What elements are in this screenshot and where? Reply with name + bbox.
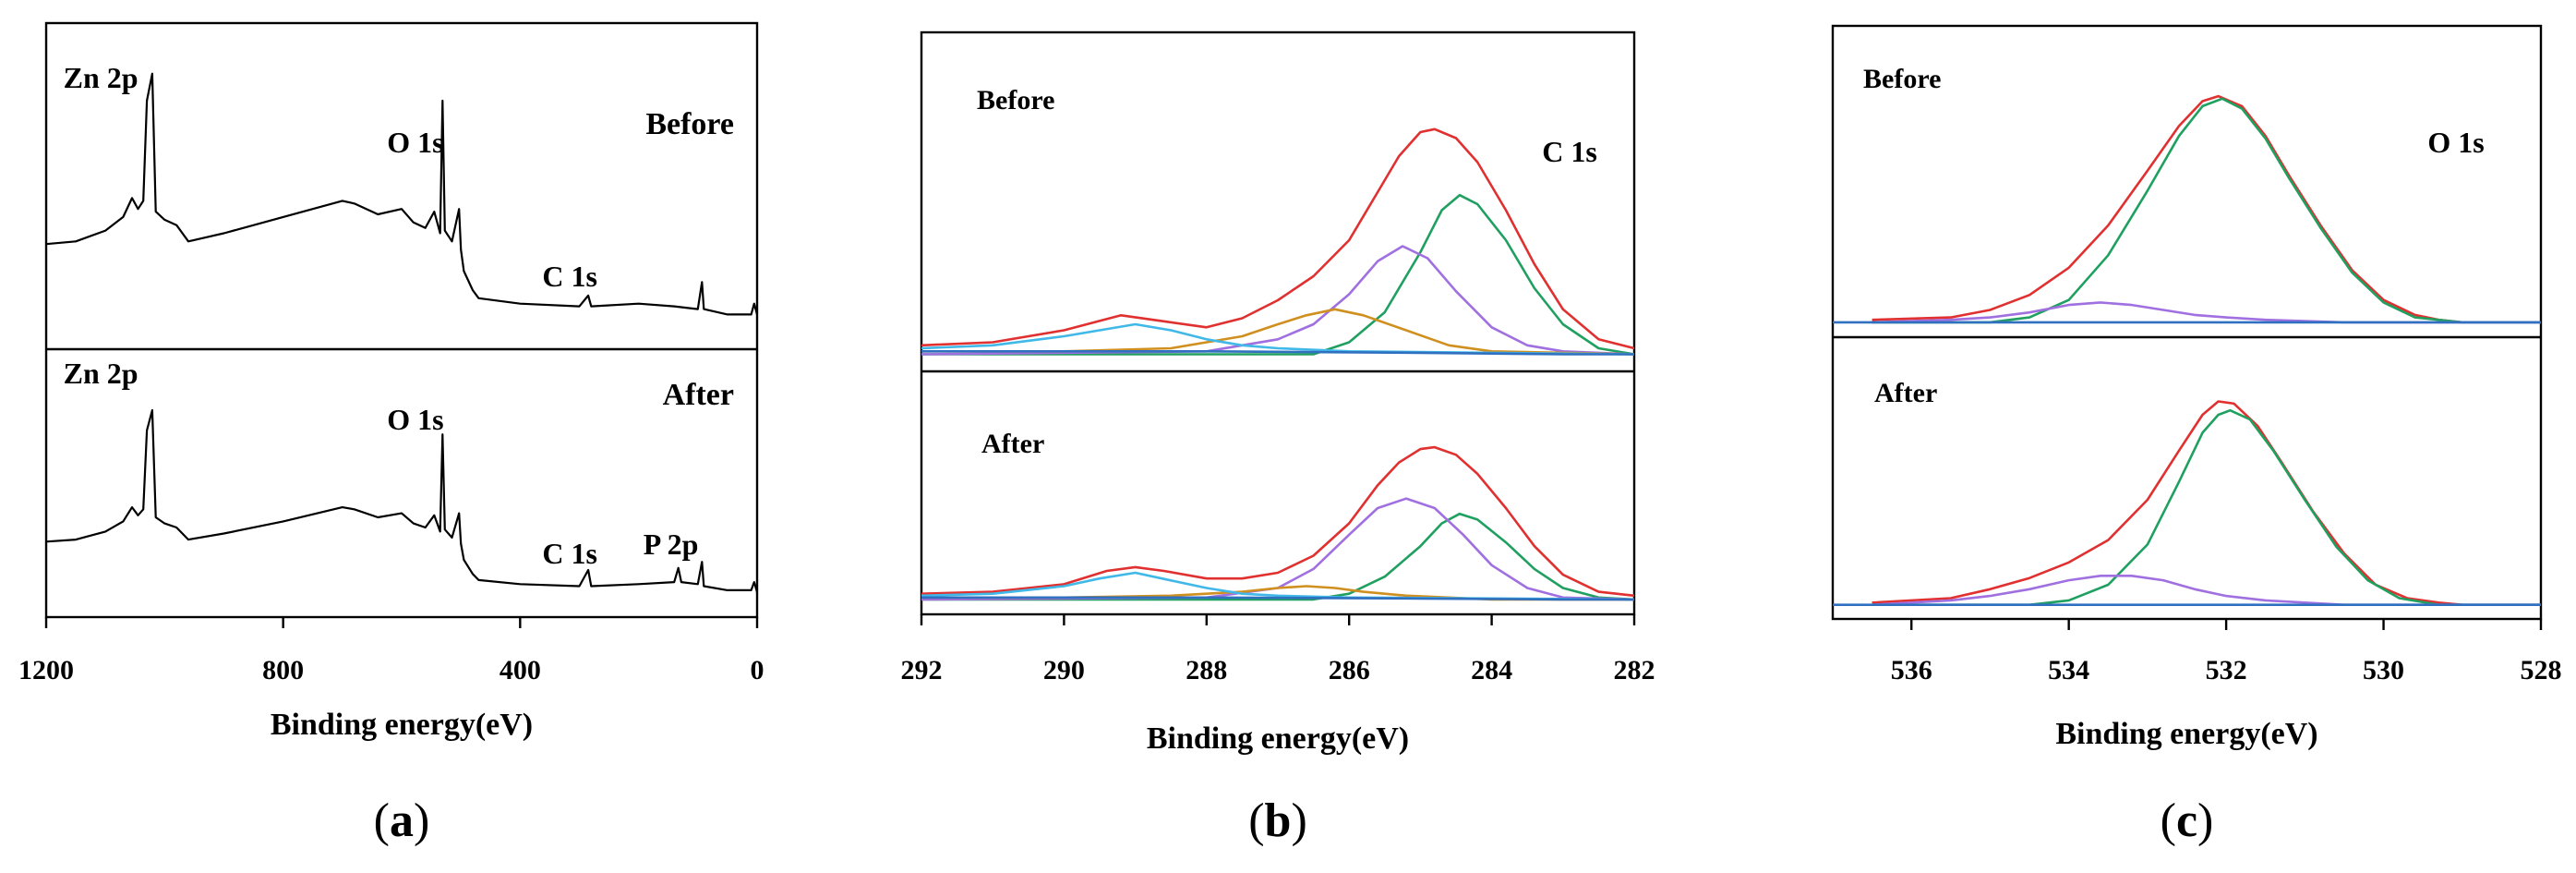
panel-state-label: Before [977,85,1054,115]
panel-after: After Zn 2p O 1s C 1s P 2p [45,357,759,593]
series-background [921,596,1634,601]
x-tick-label: 532 [2206,655,2247,685]
core-level-annotation: O 1s [2427,126,2484,159]
series-c-o-component [921,497,1635,601]
series-survey [45,72,759,316]
peak-label: C 1s [542,260,597,293]
series-survey [45,408,759,593]
subplot-label: (a) [374,794,430,847]
x-tick-label: 534 [2048,655,2089,685]
x-tick-label: 288 [1186,655,1227,685]
panel-state-label: After [1874,378,1937,408]
plot-frame [920,30,1636,616]
chart-b: Before After C 1s 292 290 288 286 284 282 Binding… [901,30,1655,847]
chart-c: Before After O 1s 536 534 532 530 528 Binding en… [1831,24,2562,847]
series-o-c-o-component [921,322,1635,356]
subplot-label: (c) [2161,794,2214,847]
series-c-c-component [921,193,1635,356]
x-tick-label: 400 [500,655,541,685]
x-tick-label: 0 [751,655,764,685]
panel-state-label: After [981,429,1044,459]
panel-state-label: After [663,378,734,412]
x-tick-label: 800 [262,655,304,685]
panel-state-label: Before [645,107,734,141]
subplot-label: (b) [1248,794,1307,847]
plot-frame [44,21,759,619]
panel-after: After [1833,378,2541,606]
panel-before: Before [1833,64,2541,324]
chart-a: Before Zn 2p O 1s C 1s After Zn 2p O 1s C 1s P 2… [18,21,764,847]
x-tick-label: 1200 [18,655,74,685]
series-background [921,350,1634,356]
peak-label: Zn 2p [64,61,138,94]
peak-label: C 1s [542,537,597,570]
series-c-o-component [921,308,1635,356]
x-tick-label: 536 [1891,655,1932,685]
series-envelope [921,127,1635,350]
x-tick-label: 530 [2363,655,2404,685]
series-o-adsorbed-component [1872,575,2541,606]
x-axis-label: Binding energy(eV) [2055,717,2317,751]
panel-after: After [921,429,1635,601]
x-tick-label: 528 [2521,655,2562,685]
x-tick-label: 290 [1043,655,1085,685]
peak-label: P 2p [644,527,699,561]
x-tick-label: 282 [1614,655,1655,685]
x-axis-label: Binding energy(eV) [1147,721,1409,756]
panel-state-label: Before [1863,64,1941,94]
panel-before: Before Zn 2p O 1s C 1s [45,61,759,316]
series-envelope [1872,94,2462,324]
peak-label: Zn 2p [64,357,138,390]
x-tick-label: 292 [901,655,943,685]
series-o-c-o-component [921,571,1635,601]
series-c-c-component [921,512,1635,601]
core-level-annotation: C 1s [1542,135,1597,168]
peak-label: O 1s [387,403,443,436]
series-o-adsorbed-component [1872,301,2541,324]
series-o-lattice-component [1872,408,2541,606]
x-tick-label: 284 [1471,655,1512,685]
series-c-o-component [921,245,1635,356]
series-o-lattice-component [1872,97,2541,324]
series-envelope [921,445,1635,598]
x-tick-label: 286 [1329,655,1370,685]
peak-label: O 1s [387,126,443,159]
panel-before: Before [921,85,1635,356]
x-axis-label: Binding energy(eV) [271,708,533,742]
